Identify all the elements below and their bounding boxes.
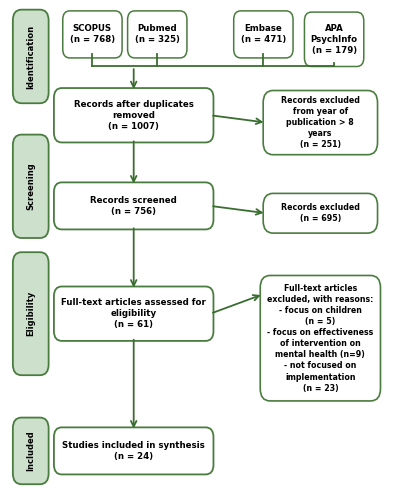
Text: Included: Included xyxy=(26,430,35,472)
FancyBboxPatch shape xyxy=(128,11,187,58)
Text: Full-text articles assessed for
eligibility
(n = 61): Full-text articles assessed for eligibil… xyxy=(61,298,206,330)
FancyBboxPatch shape xyxy=(263,194,377,233)
Text: Eligibility: Eligibility xyxy=(26,291,35,337)
FancyBboxPatch shape xyxy=(54,88,213,142)
Text: Records excluded
(n = 695): Records excluded (n = 695) xyxy=(281,203,360,224)
FancyBboxPatch shape xyxy=(234,11,293,58)
Text: SCOPUS
(n = 768): SCOPUS (n = 768) xyxy=(70,24,115,44)
Text: Screening: Screening xyxy=(26,162,35,210)
FancyBboxPatch shape xyxy=(54,182,213,230)
FancyBboxPatch shape xyxy=(13,252,49,375)
Text: Pubmed
(n = 325): Pubmed (n = 325) xyxy=(135,24,180,44)
FancyBboxPatch shape xyxy=(260,276,381,401)
FancyBboxPatch shape xyxy=(263,90,377,154)
FancyBboxPatch shape xyxy=(304,12,364,66)
Text: Full-text articles
excluded, with reasons:
- focus on children
(n = 5)
- focus o: Full-text articles excluded, with reason… xyxy=(267,284,374,393)
Text: APA
PsychInfo
(n = 179): APA PsychInfo (n = 179) xyxy=(310,24,358,55)
Text: Records excluded
from year of
publication > 8
years
(n = 251): Records excluded from year of publicatio… xyxy=(281,96,360,150)
Text: Records after duplicates
removed
(n = 1007): Records after duplicates removed (n = 10… xyxy=(74,100,194,131)
FancyBboxPatch shape xyxy=(13,134,49,238)
FancyBboxPatch shape xyxy=(13,418,49,484)
Text: Embase
(n = 471): Embase (n = 471) xyxy=(241,24,286,44)
FancyBboxPatch shape xyxy=(63,11,122,58)
Text: Identification: Identification xyxy=(26,24,35,88)
FancyBboxPatch shape xyxy=(54,428,213,474)
FancyBboxPatch shape xyxy=(54,286,213,341)
FancyBboxPatch shape xyxy=(13,10,49,103)
Text: Records screened
(n = 756): Records screened (n = 756) xyxy=(90,196,177,216)
Text: Studies included in synthesis
(n = 24): Studies included in synthesis (n = 24) xyxy=(62,441,205,461)
